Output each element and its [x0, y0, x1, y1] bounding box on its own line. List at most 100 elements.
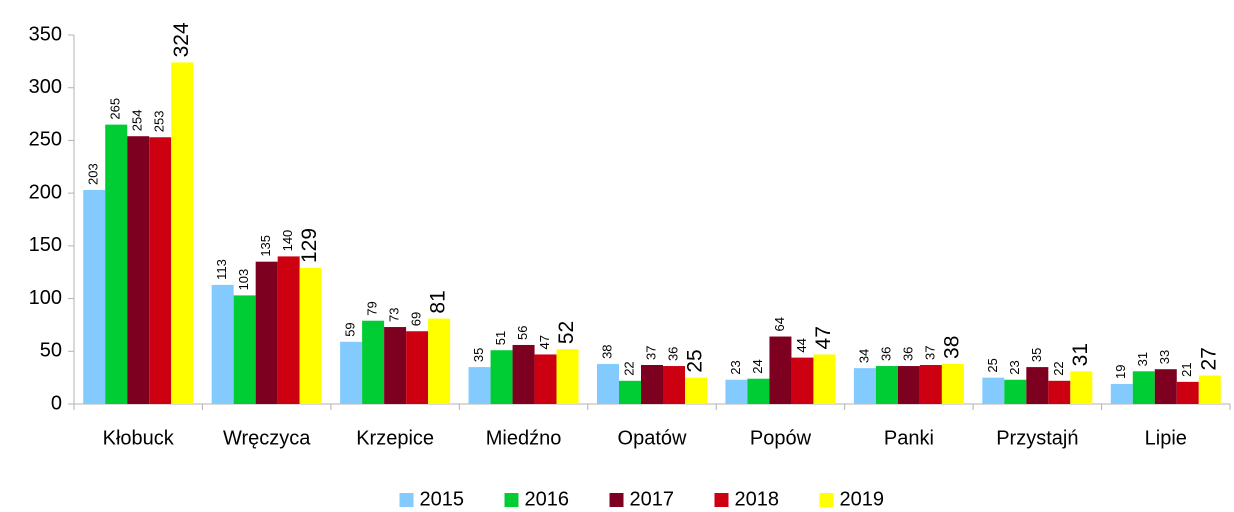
bar [747, 378, 770, 404]
data-label: 37 [643, 346, 658, 360]
bar [1198, 375, 1221, 404]
bar [468, 367, 491, 404]
bar [619, 380, 641, 404]
bar [211, 284, 234, 404]
bar [299, 267, 322, 404]
legend-swatch [504, 493, 519, 507]
data-label: 253 [152, 111, 167, 133]
bar [127, 136, 150, 404]
bar [1004, 379, 1027, 404]
bar [875, 366, 898, 404]
y-tick-label: 100 [29, 287, 62, 309]
x-tick-label: Panki [884, 427, 934, 449]
data-label: 129 [298, 228, 321, 263]
data-label: 47 [537, 335, 552, 349]
bar [1026, 367, 1049, 404]
bar [663, 366, 685, 404]
bar [1132, 371, 1155, 404]
bar [941, 363, 964, 404]
y-tick-label: 200 [29, 181, 62, 203]
data-label: 56 [515, 325, 530, 339]
data-label: 140 [280, 230, 295, 252]
data-label: 254 [130, 110, 145, 132]
data-label: 103 [236, 269, 251, 291]
y-tick-label: 300 [29, 76, 62, 98]
x-tick-label: Przystajń [996, 427, 1078, 449]
bar [105, 124, 128, 404]
data-label: 25 [985, 358, 1000, 372]
data-label: 35 [471, 348, 486, 362]
data-label: 79 [365, 301, 380, 315]
data-label: 31 [1135, 352, 1150, 366]
data-label: 21 [1179, 362, 1194, 376]
y-tick-label: 50 [40, 340, 62, 362]
data-label: 44 [794, 338, 809, 352]
bar [1110, 383, 1133, 404]
data-label: 52 [555, 321, 578, 344]
x-tick-label: Krzepice [356, 427, 434, 449]
data-label: 23 [728, 360, 743, 374]
bar [769, 336, 792, 404]
bar [384, 327, 407, 404]
bar [1176, 381, 1199, 404]
legend-label: 2016 [525, 488, 570, 510]
legend-swatch [714, 493, 729, 507]
data-label: 38 [599, 344, 614, 358]
bar [255, 261, 278, 404]
bar [897, 366, 920, 404]
bar [982, 377, 1005, 404]
legend-label: 2015 [420, 488, 465, 510]
y-tick-label: 250 [29, 129, 62, 151]
bar [597, 363, 619, 404]
data-label: 69 [409, 312, 424, 326]
bar [919, 364, 942, 404]
data-label: 22 [1051, 361, 1066, 375]
legend-swatch [399, 493, 414, 507]
bar [725, 379, 748, 404]
bar [149, 137, 172, 404]
data-label: 25 [684, 349, 707, 372]
bar [685, 377, 707, 404]
data-label: 31 [1069, 343, 1092, 366]
x-tick-label: Popów [750, 427, 812, 449]
bar [1048, 380, 1071, 404]
data-label: 37 [922, 346, 937, 360]
legend-label: 2018 [735, 488, 780, 510]
data-label: 35 [1029, 348, 1044, 362]
legend-swatch [819, 493, 834, 507]
bar [1070, 371, 1093, 404]
data-label: 135 [258, 235, 273, 257]
data-label: 36 [878, 347, 893, 361]
data-label: 24 [750, 359, 765, 373]
bar [490, 350, 513, 404]
data-label: 27 [1197, 347, 1220, 370]
x-tick-label: Kłobuck [103, 427, 175, 449]
x-tick-label: Wręczyca [223, 427, 311, 449]
bar [534, 354, 557, 404]
data-label: 203 [86, 163, 101, 185]
bar [1154, 369, 1177, 404]
legend-label: 2019 [840, 488, 885, 510]
bar [853, 368, 876, 404]
data-label: 36 [900, 347, 915, 361]
data-label: 73 [387, 308, 402, 322]
data-label: 23 [1007, 360, 1022, 374]
bar [791, 357, 814, 404]
data-label: 36 [665, 347, 680, 361]
legend-label: 2017 [630, 488, 675, 510]
bar [556, 349, 579, 404]
bar [641, 364, 663, 404]
bar [340, 341, 363, 404]
data-label: 265 [108, 98, 123, 120]
bar [428, 318, 451, 404]
bar [512, 344, 535, 404]
data-label: 47 [812, 326, 835, 349]
x-tick-label: Miedźno [486, 427, 562, 449]
y-tick-label: 0 [51, 392, 62, 414]
data-label: 34 [856, 349, 871, 363]
bar [277, 256, 300, 404]
data-label: 81 [427, 290, 450, 313]
bar [233, 295, 256, 404]
y-tick-label: 350 [29, 23, 62, 45]
